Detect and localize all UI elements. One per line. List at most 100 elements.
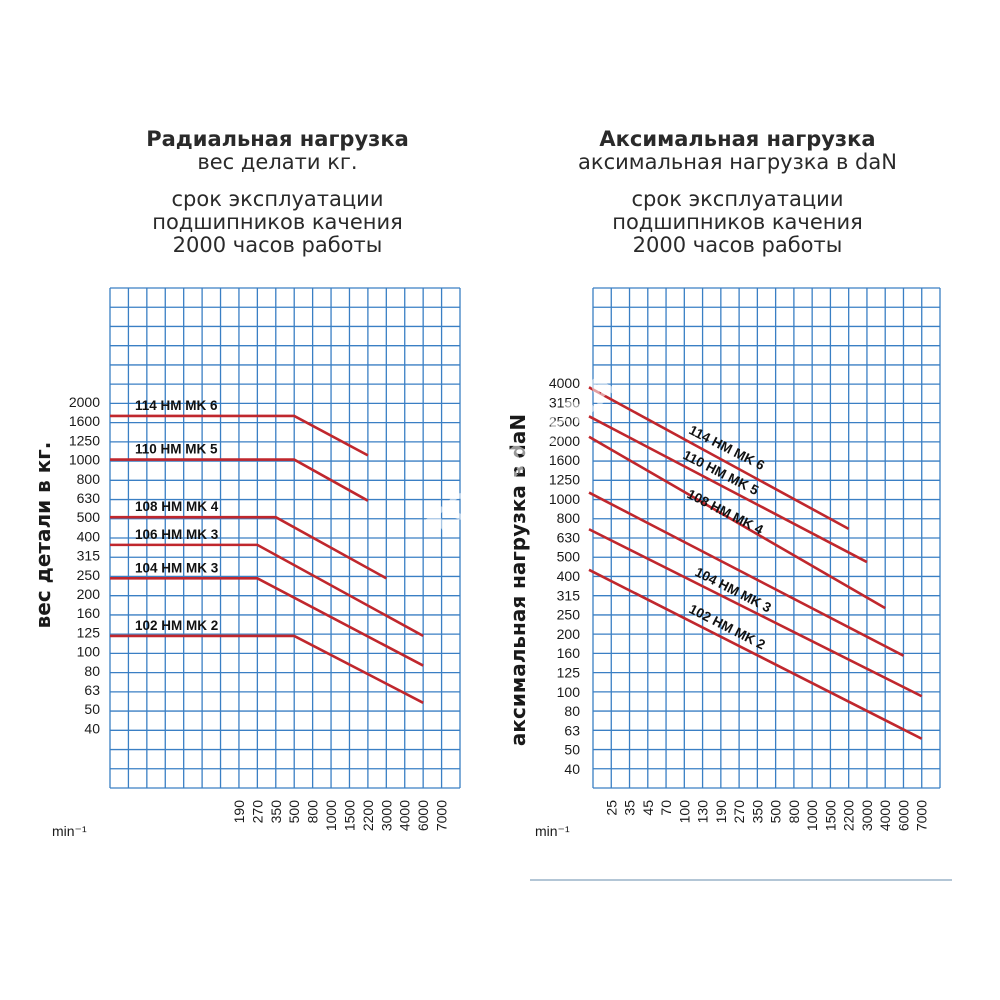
right-x-tick-label: 350 bbox=[749, 800, 765, 824]
left-chart-note-2: подшипников качения bbox=[152, 210, 403, 234]
right-y-tick-label: 315 bbox=[557, 587, 581, 603]
left-x-tick-label: 3000 bbox=[378, 800, 394, 831]
left-x-tick-label: 6000 bbox=[415, 800, 431, 831]
right-x-tick-label: 7000 bbox=[914, 800, 930, 831]
right-series-line bbox=[588, 435, 886, 610]
left-y-tick-label: 80 bbox=[84, 663, 100, 679]
left-y-tick-label: 2000 bbox=[69, 394, 100, 410]
right-y-tick-label: 1600 bbox=[549, 452, 580, 468]
right-x-tick-label: 100 bbox=[676, 800, 692, 824]
left-series-label: 114 HM MK 6 bbox=[135, 398, 218, 413]
right-series-line bbox=[588, 415, 868, 564]
right-chart-note-2: подшипников качения bbox=[612, 210, 863, 234]
left-series-label: 102 HM MK 2 bbox=[135, 618, 218, 633]
right-y-tick-label: 500 bbox=[557, 549, 581, 565]
right-y-tick-label: 63 bbox=[564, 722, 580, 738]
left-x-unit-label: min⁻¹ bbox=[52, 823, 87, 839]
right-chart-note-3: 2000 часов работы bbox=[632, 233, 843, 257]
right-y-tick-label: 250 bbox=[557, 607, 581, 623]
left-x-tick-label: 500 bbox=[286, 800, 302, 824]
left-y-axis-label: вес детали в кг. bbox=[31, 442, 55, 629]
left-y-tick-label: 100 bbox=[77, 644, 101, 660]
left-series-line bbox=[110, 414, 369, 457]
right-y-tick-label: 2500 bbox=[549, 414, 580, 430]
right-x-tick-label: 4000 bbox=[877, 800, 893, 831]
right-y-tick-label: 2000 bbox=[549, 433, 580, 449]
left-chart-note-1: срок эксплуатации bbox=[171, 187, 384, 211]
right-chart-note-1: срок эксплуатации bbox=[631, 187, 844, 211]
left-chart-subtitle: вес делати кг. bbox=[197, 150, 358, 174]
left-y-tick-label: 1600 bbox=[69, 413, 100, 429]
right-y-tick-label: 3150 bbox=[549, 394, 580, 410]
right-y-tick-label: 50 bbox=[564, 742, 580, 758]
left-y-tick-label: 200 bbox=[77, 586, 101, 602]
left-y-tick-label: 315 bbox=[77, 548, 101, 564]
left-series-label: 106 HM MK 3 bbox=[135, 527, 219, 542]
left-x-tick-label: 2200 bbox=[360, 800, 376, 831]
right-y-tick-label: 400 bbox=[557, 568, 581, 584]
left-y-tick-label: 160 bbox=[77, 605, 101, 621]
left-x-tick-label: 1000 bbox=[323, 800, 339, 831]
right-y-tick-label: 125 bbox=[557, 665, 581, 681]
left-series-label: 104 HM MK 3 bbox=[135, 560, 219, 575]
left-y-tick-label: 630 bbox=[77, 490, 101, 506]
left-y-tick-label: 400 bbox=[77, 528, 101, 544]
right-x-tick-label: 45 bbox=[640, 800, 656, 816]
left-y-tick-label: 1000 bbox=[69, 452, 100, 468]
left-y-tick-label: 40 bbox=[84, 720, 100, 736]
right-x-tick-label: 500 bbox=[768, 800, 784, 824]
left-y-tick-label: 250 bbox=[77, 567, 101, 583]
right-y-tick-label: 160 bbox=[557, 645, 581, 661]
right-x-tick-label: 130 bbox=[695, 800, 711, 824]
right-x-tick-label: 800 bbox=[786, 800, 802, 824]
right-chart-header: Аксимальная нагрузка аксимальная нагрузк… bbox=[560, 128, 915, 257]
left-x-tick-label: 1500 bbox=[341, 800, 357, 831]
right-x-tick-label: 6000 bbox=[895, 800, 911, 831]
right-y-tick-label: 800 bbox=[557, 510, 581, 526]
right-x-tick-label: 2200 bbox=[841, 800, 857, 831]
right-y-tick-label: 200 bbox=[557, 626, 581, 642]
right-y-tick-label: 80 bbox=[564, 703, 580, 719]
right-x-tick-label: 3000 bbox=[859, 800, 875, 831]
left-y-tick-label: 800 bbox=[77, 471, 101, 487]
right-series-line bbox=[588, 491, 905, 657]
left-chart-header: Радиальная нагрузка вес делати кг. срок … bbox=[100, 128, 455, 257]
right-chart-subtitle: аксимальная нагрузка в daN bbox=[578, 150, 897, 174]
right-series-line bbox=[588, 528, 923, 698]
right-x-tick-label: 1000 bbox=[804, 800, 820, 831]
right-chart-title: Аксимальная нагрузка bbox=[599, 127, 876, 151]
right-y-tick-label: 100 bbox=[557, 684, 581, 700]
left-series-label: 110 HM MK 5 bbox=[135, 442, 218, 457]
right-x-tick-label: 35 bbox=[622, 800, 638, 816]
left-x-tick-label: 270 bbox=[249, 800, 265, 824]
left-x-tick-label: 800 bbox=[305, 800, 321, 824]
right-x-tick-label: 1500 bbox=[822, 800, 838, 831]
right-y-tick-label: 1250 bbox=[549, 472, 580, 488]
right-y-tick-label: 1000 bbox=[549, 491, 580, 507]
left-x-tick-label: 4000 bbox=[397, 800, 413, 831]
right-x-tick-label: 25 bbox=[603, 800, 619, 816]
right-x-unit-label: min⁻¹ bbox=[535, 823, 570, 839]
left-series-line bbox=[110, 543, 424, 638]
left-series-label: 108 HM MK 4 bbox=[135, 499, 219, 514]
right-x-tick-label: 190 bbox=[713, 800, 729, 824]
right-y-tick-label: 630 bbox=[557, 529, 581, 545]
left-x-tick-label: 190 bbox=[231, 800, 247, 824]
left-y-tick-label: 125 bbox=[77, 624, 101, 640]
left-series-line bbox=[110, 515, 387, 580]
right-y-tick-label: 40 bbox=[564, 761, 580, 777]
left-chart-title: Радиальная нагрузка bbox=[146, 127, 409, 151]
left-y-tick-label: 1250 bbox=[69, 432, 100, 448]
left-x-tick-label: 7000 bbox=[434, 800, 450, 831]
right-y-tick-label: 4000 bbox=[549, 375, 580, 391]
left-chart-note-3: 2000 часов работы bbox=[172, 233, 383, 257]
left-y-tick-label: 500 bbox=[77, 509, 101, 525]
left-y-tick-label: 63 bbox=[84, 682, 100, 698]
left-series-line bbox=[110, 577, 424, 667]
left-series-line bbox=[110, 634, 424, 704]
left-series-line bbox=[110, 458, 369, 502]
left-y-tick-label: 50 bbox=[84, 701, 100, 717]
right-y-axis-label: аксимальная нагрузка в daN bbox=[506, 414, 530, 746]
right-series-line bbox=[588, 568, 923, 740]
